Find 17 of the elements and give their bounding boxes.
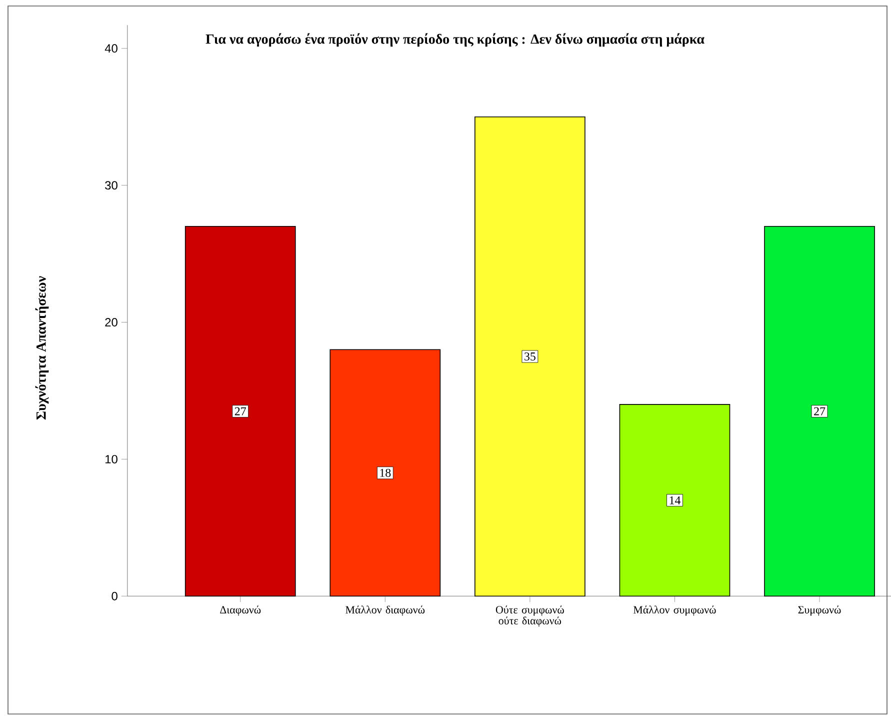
x-tick-label: Μάλλον διαφωνώ xyxy=(346,606,425,616)
y-tick-label: 20 xyxy=(105,318,118,326)
text: Για να αγοράσω ένα προϊόν στην περίοδο της κρίσης : Δεν δίνω σημασία στη μάρκα xyxy=(206,33,704,47)
data-label: 18 xyxy=(380,468,391,477)
x-tick-label: Διαφωνώ xyxy=(220,606,261,616)
y-tick-label: 10 xyxy=(106,454,118,464)
y-tick-label: 0 xyxy=(112,592,118,600)
data-label: 35 xyxy=(524,352,536,360)
x-tick-label: Ούτε συμφωνώ ούτε διαφωνώ xyxy=(496,606,564,627)
y-axis-title: Συχνότητα Απαντήσεων xyxy=(35,276,49,420)
data-label: 27 xyxy=(234,407,246,416)
x-tick-label: Μάλλον συμφωνώ xyxy=(633,606,716,616)
data-label: 14 xyxy=(670,496,681,504)
x-tick-label: Συμφωνώ xyxy=(798,606,841,616)
y-tick-label: 40 xyxy=(104,44,118,53)
y-tick-label: 30 xyxy=(105,181,118,190)
data-label: 27 xyxy=(814,407,826,416)
